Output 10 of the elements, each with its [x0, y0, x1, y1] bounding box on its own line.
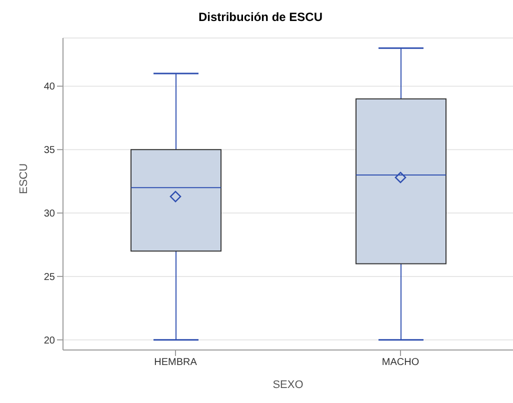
- y-tick-label: 25: [44, 272, 56, 283]
- x-tick-label: HEMBRA: [154, 357, 198, 368]
- y-tick-label: 40: [44, 82, 56, 93]
- y-tick-label: 20: [44, 335, 56, 346]
- x-tick-label: MACHO: [382, 357, 420, 368]
- y-tick-label: 35: [44, 145, 56, 156]
- chart-title: Distribución de ESCU: [197, 9, 324, 26]
- x-axis-title: SEXO: [272, 379, 304, 391]
- y-tick-label: 30: [44, 208, 56, 220]
- y-axis-title: ESCU: [18, 163, 30, 194]
